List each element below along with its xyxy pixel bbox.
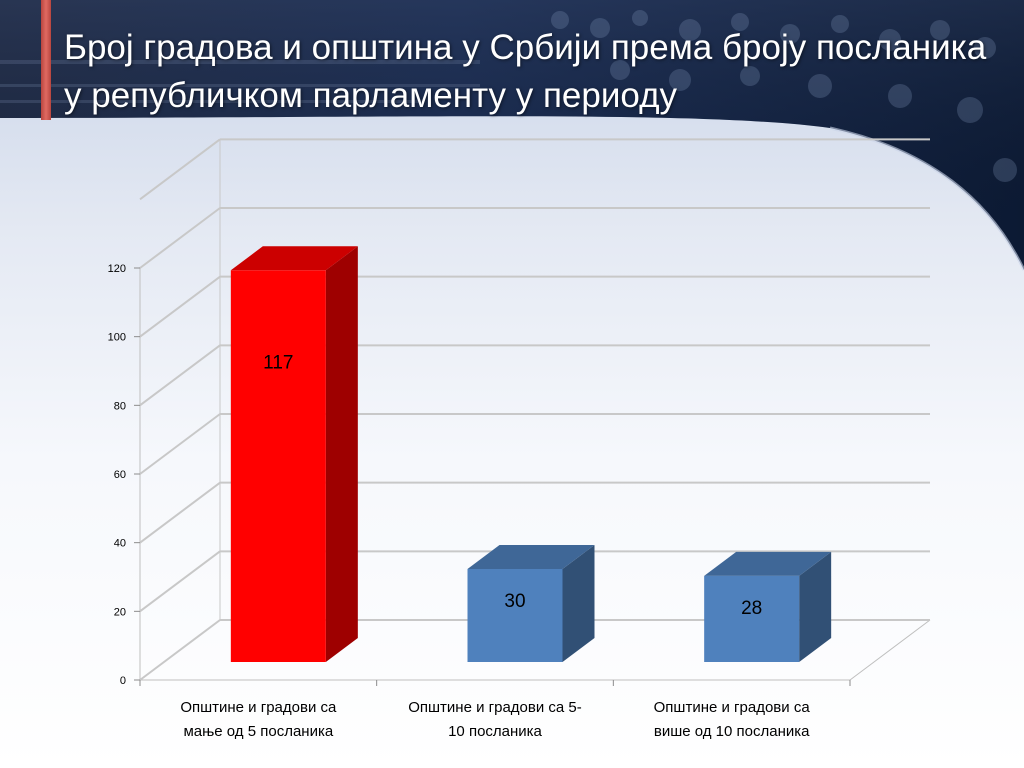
y-tick-label: 40 [114,538,126,550]
x-category-label: Општине и градови са више од 10 посланика [654,699,811,740]
grid-diagonal [139,275,221,338]
y-tick-label: 120 [108,263,126,275]
bar-top [704,551,832,576]
bar-data-label: 30 [504,591,525,612]
bar-front [230,270,326,662]
bar-side [562,545,595,662]
grid-diagonal [139,550,221,613]
bar-2: 30 [467,545,595,662]
bar-side [799,551,832,662]
y-tick-label: 80 [114,400,126,412]
grid-diagonal [139,619,221,681]
bar-1: 117 [230,246,358,663]
y-tick-label: 20 [114,606,126,618]
x-category-line: више од 10 посланика [654,723,810,740]
y-tick-label: 0 [120,675,126,687]
x-category-label: Општине и градови са 5- 10 посланика [408,699,582,740]
x-category-line: 10 посланика [448,723,542,740]
floor-right-edge [849,619,931,681]
grid-diagonal [139,413,221,475]
title-accent-bar [41,0,51,120]
x-axis-categories: Општине и градови са мање од 5 посланикаО… [139,680,851,740]
x-category-line: мање од 5 посланика [183,723,333,740]
y-tick-label: 100 [108,332,126,344]
header-banner: Број градова и општина у Србији према бр… [0,0,1024,290]
x-category-line: Општине и градови са [180,699,337,716]
x-category-label: Општине и градови са мање од 5 посланика [180,699,337,740]
bar-data-label: 117 [263,352,293,373]
bar-top [230,246,358,271]
bar-front [467,569,563,662]
x-category-line: Општине и градови са [654,699,811,716]
bar-top [467,545,595,569]
bar-data-label: 28 [741,598,762,619]
slide-title: Број градова и општина у Србији према бр… [64,28,987,115]
chart-bars: 117 30 28 [230,246,832,663]
y-tick-label: 60 [114,469,126,481]
header-background [0,0,1024,271]
bar-side [325,246,358,663]
grid-diagonal [139,207,221,269]
y-axis-ticks: 0 20 40 60 80 100 120 [108,263,140,687]
grid-diagonal [139,138,221,201]
bar-front [704,575,800,662]
x-category-line: Општине и градови са 5- [408,699,582,716]
grid-diagonal [139,481,221,544]
grid-diagonal [139,344,221,407]
bar-3: 28 [704,551,832,662]
